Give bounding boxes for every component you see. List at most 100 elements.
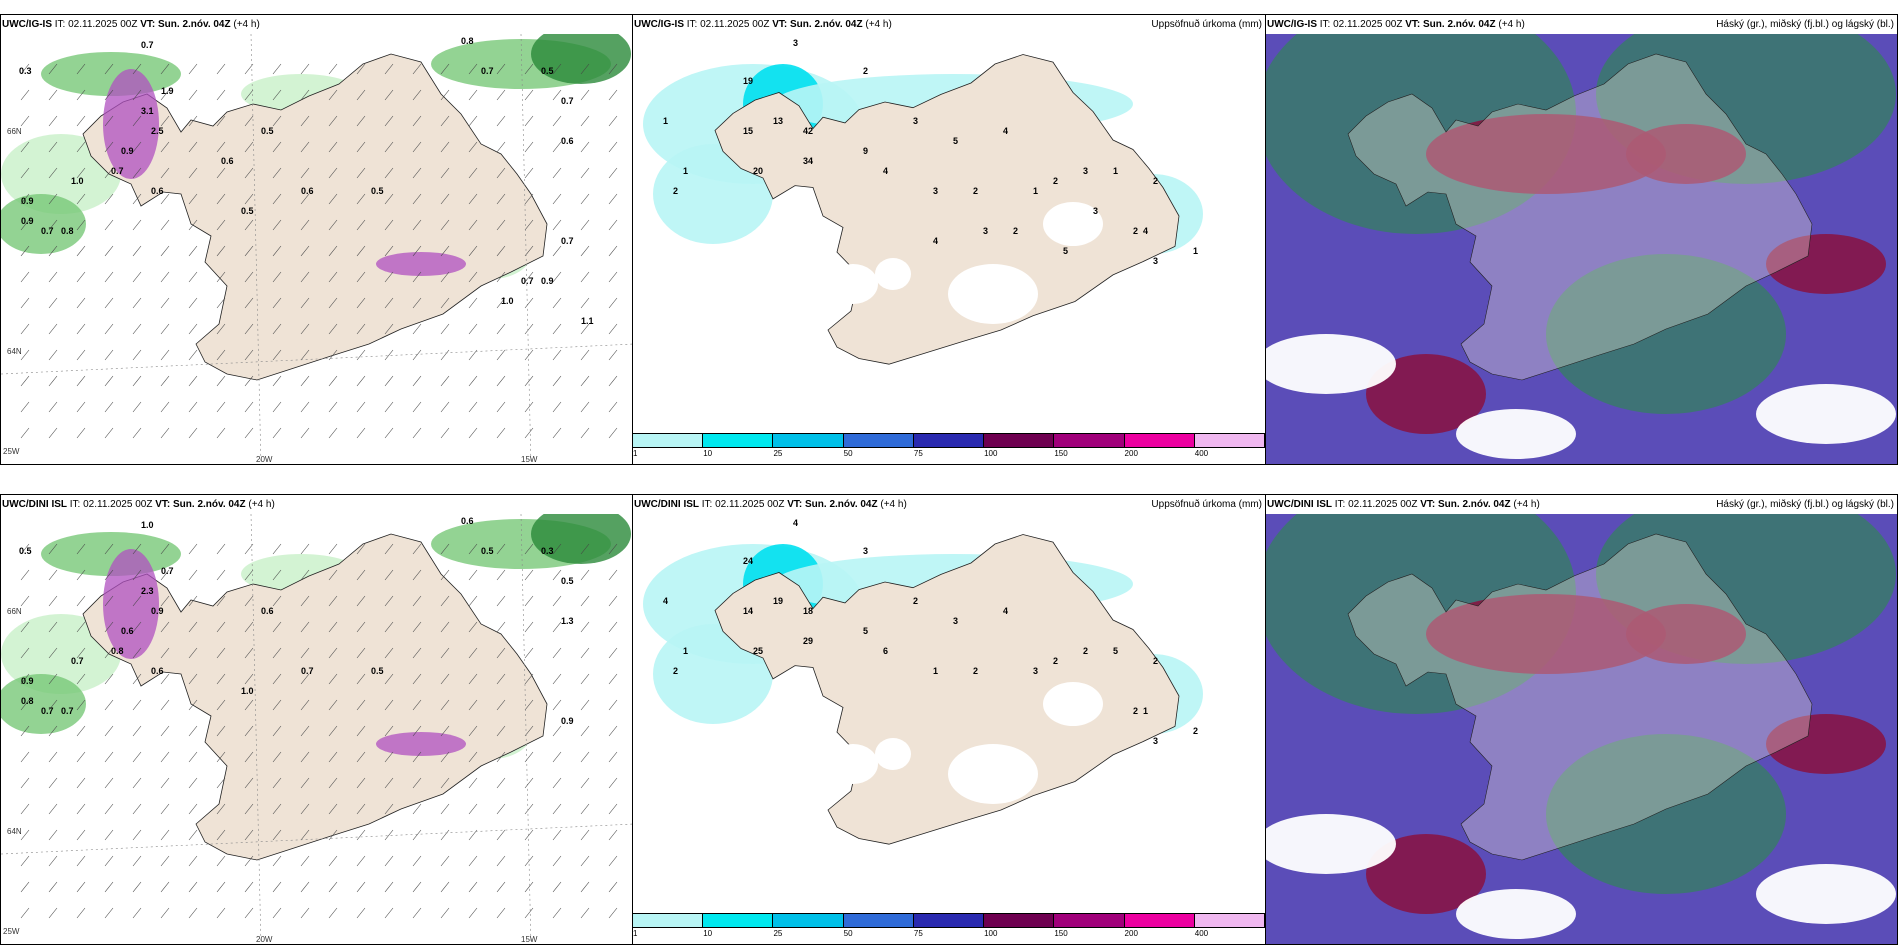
wind-barb (76, 803, 86, 815)
wind-barb (580, 569, 590, 581)
wind-barb (188, 881, 198, 893)
wind-value-label: 0.7 (561, 236, 574, 246)
wind-barb (48, 193, 58, 205)
wind-barb (244, 375, 254, 387)
wind-value-label: 0.9 (541, 276, 554, 286)
graticule (520, 34, 532, 464)
wind-barb (356, 349, 366, 361)
colorbar-swatch (842, 433, 914, 448)
wind-barb (272, 375, 282, 387)
wind-barb (524, 647, 534, 659)
wind-barb (160, 89, 170, 101)
wind-barb (300, 907, 310, 919)
precip-value-label: 3 (1153, 256, 1158, 266)
wind-barb (608, 401, 618, 413)
iceland-land (714, 54, 1180, 365)
wind-barb (300, 699, 310, 711)
wind-barb (244, 271, 254, 283)
model-name: UWC/DINI ISL (634, 499, 699, 510)
precip-colorbar: 1 10 25 50 75 100 150 200 400 (632, 913, 1265, 939)
wind-barb (76, 621, 86, 633)
wind-barb (496, 803, 506, 815)
wind-barb (300, 245, 310, 257)
precip-value-label: 4 (933, 236, 938, 246)
wind-barb (272, 777, 282, 789)
precip-value-label: 2 (1083, 646, 1088, 656)
wind-barb (384, 349, 394, 361)
wind-barb (132, 699, 142, 711)
wind-barb (524, 621, 534, 633)
wind-barb (216, 621, 226, 633)
wind-barb (20, 323, 30, 335)
precip-value-label: 3 (863, 546, 868, 556)
wind-barb (468, 427, 478, 439)
graticule (1, 823, 632, 855)
lon-label: 25W (3, 447, 20, 456)
wind-barb (76, 647, 86, 659)
wind-barb (216, 427, 226, 439)
wind-barb (496, 63, 506, 75)
wind-barb (48, 323, 58, 335)
wind-barb (524, 375, 534, 387)
wind-barb (76, 777, 86, 789)
wind-barb (160, 115, 170, 127)
wind-barb (356, 323, 366, 335)
wind-barb (160, 829, 170, 841)
wind-barb (104, 855, 114, 867)
wind-value-label: 0.7 (41, 226, 54, 236)
wind-barb (244, 89, 254, 101)
wind-barb (608, 375, 618, 387)
wind-barb (48, 855, 58, 867)
wind-barb (216, 803, 226, 815)
heavy-precip (376, 252, 466, 276)
wind-barb (104, 777, 114, 789)
wind-barb (104, 401, 114, 413)
wind-barb (608, 673, 618, 685)
wind-barb (272, 245, 282, 257)
wind-value-label: 0.7 (521, 276, 534, 286)
wind-barb (188, 375, 198, 387)
wind-barb (104, 673, 114, 685)
wind-barb (104, 193, 114, 205)
lead-time: (+4 h) (1498, 19, 1525, 30)
wind-value-label: 0.7 (41, 706, 54, 716)
init-time: IT: 02.11.2025 00Z (1319, 19, 1403, 30)
wind-barb (524, 401, 534, 413)
wind-value-label: 0.9 (121, 146, 134, 156)
wind-barb (384, 673, 394, 685)
wind-barb (356, 543, 366, 555)
graticule (520, 514, 532, 944)
wind-barb (552, 193, 562, 205)
wind-barb (412, 167, 422, 179)
wind-barb (132, 115, 142, 127)
wind-barb (384, 543, 394, 555)
wind-barb (552, 89, 562, 101)
wind-barb (440, 349, 450, 361)
lead-time: (+4 h) (248, 499, 275, 510)
wind-barb (440, 167, 450, 179)
glacier (1043, 202, 1103, 246)
wind-barb (300, 63, 310, 75)
wind-barb (188, 803, 198, 815)
wind-barb (356, 193, 366, 205)
wind-barb (188, 115, 198, 127)
wind-barb (384, 193, 394, 205)
wind-barb (300, 829, 310, 841)
wind-value-label: 0.6 (261, 606, 274, 616)
wind-barb (608, 193, 618, 205)
wind-barb (384, 63, 394, 75)
wind-barb (272, 401, 282, 413)
wind-barb (244, 219, 254, 231)
wind-barb (580, 349, 590, 361)
wind-barb (160, 63, 170, 75)
wind-value-label: 0.6 (561, 136, 574, 146)
wind-barb (356, 595, 366, 607)
wind-barb (48, 401, 58, 413)
wind-barb (412, 427, 422, 439)
wind-barb (244, 167, 254, 179)
wind-barb (524, 141, 534, 153)
init-time: IT: 02.11.2025 00Z (701, 499, 785, 510)
wind-barb (412, 297, 422, 309)
precip-value-label: 4 (1003, 606, 1008, 616)
wind-barb (328, 245, 338, 257)
